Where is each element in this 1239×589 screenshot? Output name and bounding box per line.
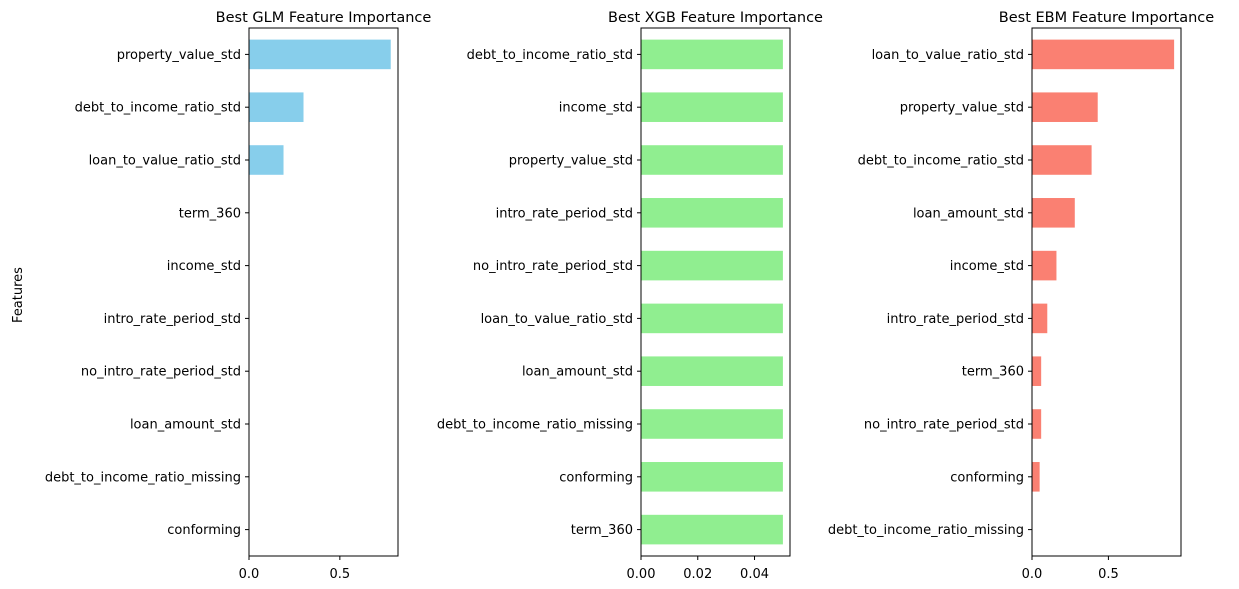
xgb-bar bbox=[641, 356, 783, 386]
glm-bar bbox=[249, 145, 284, 175]
ebm-y-tick-label: income_std bbox=[950, 259, 1024, 274]
ebm-y-tick-label: property_value_std bbox=[900, 101, 1024, 116]
xgb-bar bbox=[641, 39, 783, 70]
xgb-y-tick-label: intro_rate_period_std bbox=[496, 206, 633, 221]
glm-panel: Best GLM Feature Importance property_valu… bbox=[45, 10, 432, 582]
glm-y-tick-label: conforming bbox=[167, 523, 241, 538]
ebm-bar bbox=[1032, 462, 1040, 492]
ebm-bar bbox=[1032, 356, 1042, 386]
glm-y-tick-label: no_intro_rate_period_std bbox=[81, 365, 241, 380]
xgb-bar bbox=[641, 92, 783, 122]
ebm-bar bbox=[1032, 198, 1075, 228]
xgb-panel: Best XGB Feature Importance debt_to_incom… bbox=[437, 10, 823, 582]
ebm-chart-title: Best EBM Feature Importance bbox=[999, 10, 1215, 26]
xgb-x-tick-label: 0.02 bbox=[683, 567, 712, 582]
glm-x-tick-label: 0.0 bbox=[239, 567, 260, 582]
ebm-y-tick-label: loan_to_value_ratio_std bbox=[872, 48, 1024, 63]
xgb-y-tick-label: income_std bbox=[559, 101, 633, 116]
xgb-y-tick-label: debt_to_income_ratio_std bbox=[467, 48, 633, 63]
xgb-chart-title: Best XGB Feature Importance bbox=[608, 10, 823, 26]
glm-y-tick-label: term_360 bbox=[179, 206, 241, 221]
glm-y-tick-label: loan_amount_std bbox=[130, 418, 241, 433]
ebm-y-tick-label: term_360 bbox=[962, 365, 1024, 380]
xgb-bar bbox=[641, 250, 783, 281]
glm-y-tick-label: property_value_std bbox=[117, 48, 241, 63]
ebm-y-tick-label: debt_to_income_ratio_missing bbox=[828, 523, 1024, 538]
ebm-y-tick-label: conforming bbox=[950, 470, 1024, 485]
xgb-bar bbox=[641, 198, 783, 228]
ebm-y-tick-label: intro_rate_period_std bbox=[887, 312, 1024, 327]
ebm-bar bbox=[1032, 92, 1098, 122]
ebm-y-tick-label: debt_to_income_ratio_std bbox=[858, 154, 1024, 169]
xgb-x-tick-label: 0.00 bbox=[627, 567, 656, 582]
xgb-axes-frame bbox=[640, 27, 791, 557]
xgb-y-tick-label: property_value_std bbox=[509, 154, 633, 169]
glm-y-tick-label: debt_to_income_ratio_missing bbox=[45, 470, 241, 485]
figure-y-axis-label: Features bbox=[11, 267, 26, 323]
xgb-y-tick-label: term_360 bbox=[571, 523, 633, 538]
ebm-bar bbox=[1032, 303, 1048, 334]
ebm-bar bbox=[1032, 145, 1092, 175]
xgb-y-tick-label: loan_to_value_ratio_std bbox=[481, 312, 633, 327]
ebm-y-tick-label: loan_amount_std bbox=[913, 206, 1024, 221]
glm-y-tick-label: loan_to_value_ratio_std bbox=[89, 154, 241, 169]
xgb-bar bbox=[641, 303, 783, 334]
glm-x-tick-label: 0.5 bbox=[330, 567, 351, 582]
chart-panels: Best GLM Feature Importance property_valu… bbox=[45, 10, 1214, 582]
ebm-x-tick-label: 0.0 bbox=[1022, 567, 1043, 582]
xgb-y-tick-label: debt_to_income_ratio_missing bbox=[437, 418, 633, 433]
glm-y-tick-label: intro_rate_period_std bbox=[104, 312, 241, 327]
xgb-bar bbox=[641, 462, 783, 492]
ebm-bar bbox=[1032, 250, 1057, 281]
xgb-y-tick-label: conforming bbox=[559, 470, 633, 485]
glm-bar bbox=[249, 39, 391, 70]
xgb-y-tick-label: no_intro_rate_period_std bbox=[473, 259, 633, 274]
ebm-bar bbox=[1032, 39, 1175, 70]
ebm-axes-frame bbox=[1031, 27, 1182, 557]
ebm-y-tick-label: no_intro_rate_period_std bbox=[864, 418, 1024, 433]
ebm-panel: Best EBM Feature Importance loan_to_value… bbox=[828, 10, 1214, 582]
xgb-y-tick-label: loan_amount_std bbox=[522, 365, 633, 380]
ebm-x-tick-label: 0.5 bbox=[1098, 567, 1119, 582]
glm-y-tick-label: debt_to_income_ratio_std bbox=[75, 101, 241, 116]
glm-y-tick-label: income_std bbox=[167, 259, 241, 274]
glm-bar bbox=[249, 92, 304, 122]
ebm-bar bbox=[1032, 409, 1042, 439]
glm-chart-title: Best GLM Feature Importance bbox=[216, 10, 432, 26]
xgb-x-tick-label: 0.04 bbox=[740, 567, 769, 582]
xgb-bar bbox=[641, 145, 783, 175]
xgb-bar bbox=[641, 409, 783, 439]
xgb-bar bbox=[641, 514, 783, 545]
glm-axes-frame bbox=[248, 27, 399, 557]
